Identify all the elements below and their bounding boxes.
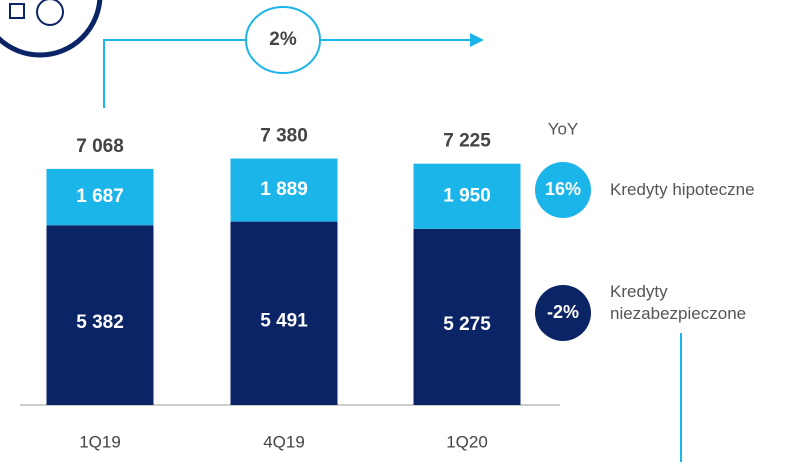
value-label: 1 950 [443,185,491,206]
total-label: 7 068 [76,136,124,157]
yoy-badge [535,285,591,341]
icon [9,3,25,19]
arrow-head [470,33,484,47]
legend-label: Kredyty niezabezpieczone [610,282,747,323]
value-label: 1 889 [260,179,308,200]
value-label: 5 491 [260,310,308,331]
icon [36,0,64,26]
value-label: 1 687 [76,186,124,207]
bar-segment [230,221,338,405]
total-label: 7 225 [443,131,491,152]
yoy-value: -2% [547,302,579,322]
value-label: 5 382 [76,312,124,333]
x-tick-label: 4Q19 [263,432,305,451]
bar-segment [413,163,521,229]
growth-badge [245,6,321,74]
legend-label: Kredyty hipoteczne [610,180,755,199]
bar-segment [413,228,521,405]
icon [0,0,103,58]
bar-segment [46,225,154,405]
yoy-badge [535,162,591,218]
x-tick-label: 1Q19 [79,432,121,451]
growth-label: 2% [269,29,297,50]
bar-segment [230,158,338,222]
yoy-label: YoY [548,119,579,138]
growth-line [103,39,470,108]
yoy-value: 16% [545,179,581,199]
total-label: 7 380 [260,126,308,147]
value-label: 5 275 [443,314,491,335]
x-tick-label: 1Q20 [446,432,488,451]
bar-segment [46,168,154,226]
